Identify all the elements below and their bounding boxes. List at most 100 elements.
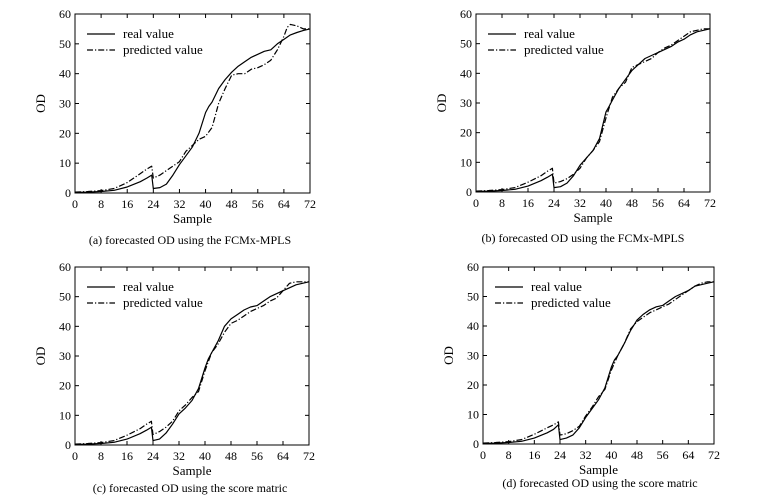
y-tick-label: 0	[473, 437, 479, 451]
x-tick-label: 32	[173, 449, 185, 463]
legend-label: predicted value	[531, 295, 611, 310]
y-tick-label: 60	[460, 7, 472, 21]
x-tick-label: 24	[147, 197, 159, 211]
x-tick-label: 48	[225, 449, 237, 463]
x-tick-label: 0	[473, 196, 479, 210]
y-tick-label: 50	[460, 37, 472, 51]
x-tick-label: 64	[682, 448, 694, 462]
x-tick-label: 56	[252, 197, 264, 211]
series-line-predicted-value	[482, 281, 714, 444]
x-tick-label: 24	[147, 449, 159, 463]
chart-caption: (a) forecasted OD using the FCMx-MPLS	[89, 233, 291, 247]
y-tick-label: 0	[65, 438, 71, 452]
x-tick-label: 56	[657, 448, 669, 462]
y-tick-label: 40	[59, 319, 71, 333]
y-tick-label: 60	[59, 7, 71, 21]
y-tick-label: 0	[466, 185, 472, 199]
y-tick-label: 20	[467, 378, 479, 392]
series-line-predicted-value	[475, 28, 710, 192]
x-tick-label: 72	[708, 448, 720, 462]
legend-label: real value	[524, 26, 575, 41]
x-tick-label: 48	[626, 196, 638, 210]
series-line-predicted-value	[74, 23, 310, 193]
legend-label: predicted value	[524, 42, 604, 57]
x-tick-label: 40	[605, 448, 617, 462]
x-axis-label: Sample	[173, 211, 212, 226]
y-tick-label: 30	[59, 97, 71, 111]
x-tick-label: 40	[199, 449, 211, 463]
plot-frame	[475, 13, 711, 193]
x-tick-label: 64	[277, 449, 289, 463]
y-tick-label: 0	[65, 186, 71, 200]
y-tick-label: 50	[59, 290, 71, 304]
plot-frame	[74, 13, 311, 194]
x-tick-label: 40	[200, 197, 212, 211]
y-axis-label: OD	[441, 346, 456, 365]
y-axis-label: OD	[33, 94, 48, 113]
x-tick-label: 72	[704, 196, 716, 210]
y-tick-label: 30	[467, 349, 479, 363]
y-tick-label: 10	[460, 155, 472, 169]
x-tick-label: 56	[251, 449, 263, 463]
x-axis-label: Sample	[574, 210, 613, 225]
chart-caption: (b) forecasted OD using the FCMx-MPLS	[482, 231, 685, 245]
plot-frame	[74, 266, 310, 446]
x-tick-label: 72	[303, 449, 315, 463]
y-tick-label: 10	[59, 408, 71, 422]
y-axis-label: OD	[33, 347, 48, 366]
chart-panel-c: 0 8 16 24 32 40 48 56 64 72 0 10 20 30 40 50 60 Sample OD r…	[33, 260, 315, 495]
x-tick-label: 32	[173, 197, 185, 211]
chart-caption: (c) forecasted OD using the score matric	[93, 481, 288, 495]
x-tick-label: 48	[631, 448, 643, 462]
x-tick-label: 8	[98, 197, 104, 211]
series-line-real-value	[74, 28, 311, 193]
legend-label: real value	[123, 279, 174, 294]
x-axis-label: Sample	[173, 463, 212, 478]
x-tick-label: 16	[121, 449, 133, 463]
chart-panel-b: 0 8 16 24 32 40 48 56 64 72 0 10 20 30 40 50 60 Sample OD r…	[434, 7, 716, 245]
chart-panel-a: 0 8 16 24 32 40 48 56 64 72 0 10 20 30 40 50 60 Sample OD r…	[33, 7, 316, 247]
y-tick-label: 20	[59, 379, 71, 393]
y-tick-label: 30	[460, 96, 472, 110]
x-tick-label: 24	[554, 448, 566, 462]
y-tick-label: 40	[467, 319, 479, 333]
x-tick-label: 0	[72, 449, 78, 463]
y-tick-label: 20	[59, 126, 71, 140]
y-axis-label: OD	[434, 94, 449, 113]
y-tick-label: 50	[59, 37, 71, 51]
x-tick-label: 48	[226, 197, 238, 211]
y-tick-label: 60	[467, 260, 479, 274]
y-tick-label: 20	[460, 126, 472, 140]
x-tick-label: 16	[528, 448, 540, 462]
x-tick-label: 64	[278, 197, 290, 211]
plot-frame	[482, 266, 715, 445]
x-tick-label: 40	[600, 196, 612, 210]
y-tick-label: 40	[59, 67, 71, 81]
chart-caption: (d) forecasted OD using the score matric	[502, 476, 697, 490]
chart-panel-d: 0 8 16 24 32 40 48 56 64 72 0 10 20 30 40 50 60 Sample OD r…	[441, 260, 720, 490]
x-tick-label: 8	[98, 449, 104, 463]
x-tick-label: 24	[548, 196, 560, 210]
x-tick-label: 0	[480, 448, 486, 462]
series-line-real-value	[482, 281, 715, 444]
x-tick-label: 0	[72, 197, 78, 211]
series-line-real-value	[74, 281, 310, 445]
series-line-predicted-value	[74, 281, 309, 445]
x-tick-label: 32	[574, 196, 586, 210]
y-tick-label: 50	[467, 290, 479, 304]
x-tick-label: 56	[652, 196, 664, 210]
x-tick-label: 64	[678, 196, 690, 210]
y-tick-label: 30	[59, 349, 71, 363]
legend-label: predicted value	[123, 295, 203, 310]
series-line-real-value	[475, 28, 711, 192]
y-tick-label: 60	[59, 260, 71, 274]
y-tick-label: 10	[59, 156, 71, 170]
x-axis-label: Sample	[579, 462, 618, 477]
x-tick-label: 8	[499, 196, 505, 210]
legend-label: real value	[123, 26, 174, 41]
y-tick-label: 40	[460, 66, 472, 80]
x-tick-label: 16	[522, 196, 534, 210]
x-tick-label: 16	[121, 197, 133, 211]
x-tick-label: 72	[304, 197, 316, 211]
